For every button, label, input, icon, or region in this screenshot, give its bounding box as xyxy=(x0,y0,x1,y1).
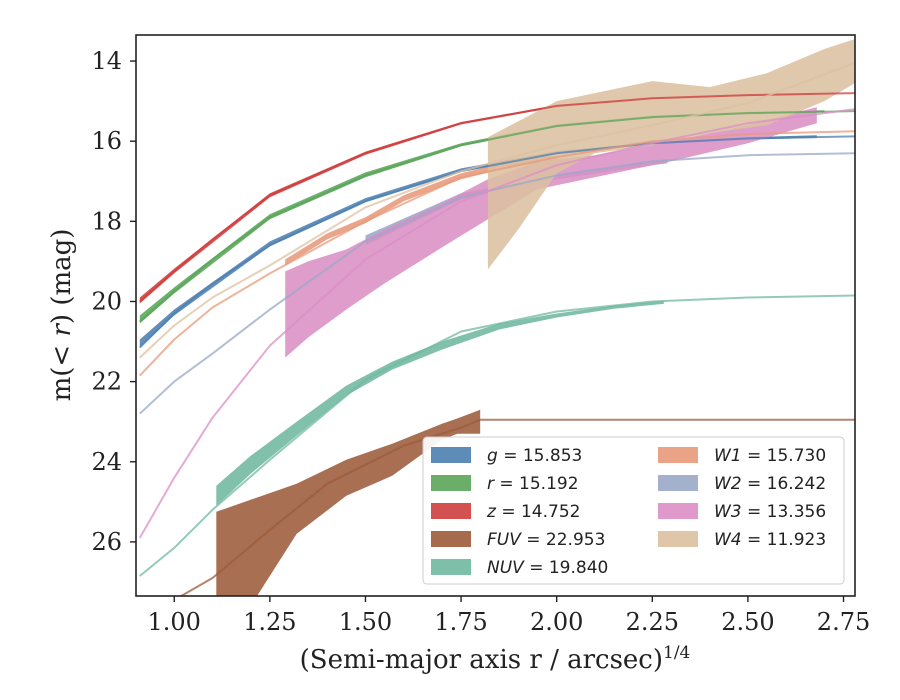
x-tick-label: 2.75 xyxy=(817,608,870,636)
x-axis-title: (Semi-major axis r / arcsec)1/4 xyxy=(300,643,691,675)
legend-label-fuv: FUV = 22.953 xyxy=(487,530,605,550)
legend-swatch-nuv xyxy=(431,559,471,575)
legend-swatch-r xyxy=(431,475,471,491)
model-line-w4 xyxy=(139,62,855,359)
legend-label-w3: W3 = 13.356 xyxy=(714,502,826,522)
model-line-z xyxy=(139,92,855,303)
legend-label-z: z = 14.752 xyxy=(486,502,580,522)
y-axis: 14 16 18 20 22 24 26 xyxy=(91,47,136,556)
y-tick-label: 20 xyxy=(91,287,122,315)
model-line-w1 xyxy=(139,130,855,377)
model-line-nuv xyxy=(139,294,855,577)
x-tick-label: 2.25 xyxy=(626,608,679,636)
band-w3 xyxy=(285,107,817,358)
x-axis-title-superscript: 1/4 xyxy=(663,643,690,663)
model-line-fuv xyxy=(179,418,855,596)
x-tick-label: 2.50 xyxy=(721,608,774,636)
legend-swatch-g xyxy=(431,447,471,463)
y-tick-label: 18 xyxy=(91,207,122,235)
x-tick-label: 1.75 xyxy=(434,608,487,636)
model-line-g xyxy=(139,135,855,349)
legend-label-w4: W4 = 11.923 xyxy=(714,530,826,550)
x-axis: 1.00 1.25 1.50 1.75 2.00 2.25 2.50 2.75 xyxy=(148,596,870,636)
x-tick-label: 2.00 xyxy=(530,608,583,636)
model-line-w2 xyxy=(139,152,855,415)
band-fuv xyxy=(216,409,481,596)
legend-swatch-w2 xyxy=(658,475,698,491)
legend-swatch-w3 xyxy=(658,503,698,519)
legend-swatch-fuv xyxy=(431,531,471,547)
legend-label-w2: W2 = 16.242 xyxy=(714,474,826,494)
legend-box xyxy=(422,436,845,585)
plot-area xyxy=(138,39,855,596)
y-tick-label: 16 xyxy=(91,127,122,155)
legend-swatch-z xyxy=(431,503,471,519)
band-g xyxy=(139,135,817,348)
y-tick-label: 24 xyxy=(91,448,122,476)
y-tick-label: 26 xyxy=(91,528,122,556)
y-tick-label: 22 xyxy=(91,368,122,396)
x-tick-label: 1.00 xyxy=(148,608,201,636)
y-tick-label: 14 xyxy=(91,47,122,75)
legend: g = 15.853 r = 15.192 z = 14.752 FUV = 22.9… xyxy=(422,436,845,585)
legend-label-g: g = 15.853 xyxy=(487,446,582,466)
model-line-w3 xyxy=(138,108,855,539)
plot-frame xyxy=(135,34,856,597)
x-tick-label: 1.50 xyxy=(339,608,392,636)
legend-label-w1: W1 = 15.730 xyxy=(714,446,826,466)
legend-swatch-w4 xyxy=(658,531,698,547)
legend-label-nuv: NUV = 19.840 xyxy=(487,558,608,578)
legend-swatch-w1 xyxy=(658,447,698,463)
x-tick-label: 1.25 xyxy=(243,608,296,636)
legend-label-r: r = 15.192 xyxy=(487,474,579,494)
y-axis-title: m(< r) (mag) xyxy=(47,229,77,402)
